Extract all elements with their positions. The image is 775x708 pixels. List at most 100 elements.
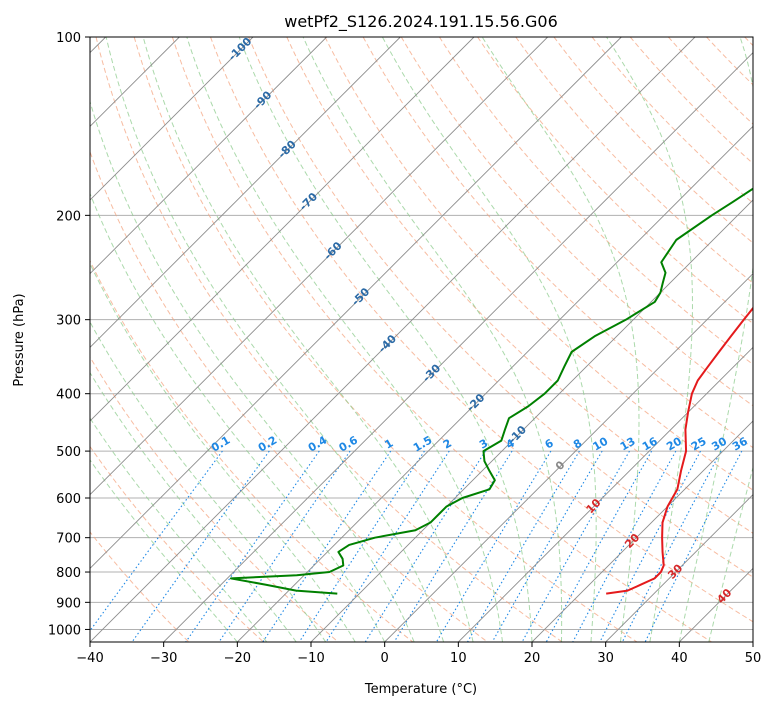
moist-adiabat xyxy=(481,37,640,642)
mixing-ratio-line xyxy=(262,450,392,642)
dry-adiabat xyxy=(286,37,753,534)
moist-adiabat xyxy=(90,320,327,642)
mixing-ratio-line xyxy=(185,450,320,642)
moist-adiabat xyxy=(90,192,386,642)
x-tick-label: −40 xyxy=(76,651,103,666)
mixing-ratio-line xyxy=(621,450,722,642)
moist-adiabat xyxy=(186,37,504,642)
mixing-ratio-line xyxy=(644,450,743,642)
y-tick-label: 700 xyxy=(56,532,81,547)
y-tick-label: 300 xyxy=(56,314,81,329)
isotherm-line xyxy=(458,346,753,642)
mixing-ratio-line xyxy=(491,450,603,642)
isotherm-label: -50 xyxy=(349,285,372,308)
dry-adiabat xyxy=(515,37,753,284)
isotherm-label: -60 xyxy=(321,239,344,262)
x-tick-label: 20 xyxy=(524,651,541,666)
mixing-ratio-line xyxy=(521,450,630,642)
pressure-gridlines xyxy=(90,37,753,630)
dry-adiabat xyxy=(324,37,753,491)
dry-adiabat xyxy=(90,150,488,642)
mixing-ratio-line xyxy=(90,450,223,632)
isotherm-line xyxy=(90,37,548,496)
mixing-ratio-label: 2 xyxy=(441,437,454,452)
moist-adiabat xyxy=(90,459,238,642)
isotherm-line xyxy=(237,125,753,642)
mixing-ratio-line xyxy=(467,450,580,642)
moist-adiabat xyxy=(90,417,268,642)
profile-series xyxy=(229,187,753,595)
y-tick-label: 100 xyxy=(56,31,81,46)
isotherm-label: 20 xyxy=(622,531,642,551)
moist-adiabat xyxy=(142,37,474,642)
mixing-ratio-line xyxy=(218,450,351,642)
isotherm-line xyxy=(310,199,753,642)
mixing-ratio-line xyxy=(131,450,270,642)
moist-adiabat xyxy=(90,99,415,642)
mixing-ratio-line xyxy=(599,450,702,642)
moist-adiabat xyxy=(105,37,445,642)
x-tick-label: 10 xyxy=(450,651,467,666)
dry-adiabats xyxy=(90,37,753,642)
dry-adiabat xyxy=(95,37,563,642)
isotherm-line xyxy=(384,273,753,642)
x-tick-label: 0 xyxy=(381,651,389,666)
isotherm-line xyxy=(90,37,696,642)
isotherm-label: 10 xyxy=(584,496,604,516)
x-tick-label: −10 xyxy=(297,651,324,666)
isotherm-label: -70 xyxy=(297,190,320,213)
mixing-ratio-line xyxy=(545,450,653,642)
dry-adiabat xyxy=(90,356,339,642)
dry-adiabat xyxy=(90,259,414,642)
x-axis: −40 −30 −20 −10 0 10 20 30 40 50 xyxy=(76,642,761,666)
moist-adiabat xyxy=(708,465,753,642)
isotherm-label: -100 xyxy=(226,35,255,64)
isotherm-label: -40 xyxy=(376,332,399,355)
mixing-ratio-lines xyxy=(90,450,743,642)
dry-adiabat xyxy=(477,37,753,325)
x-tick-label: 50 xyxy=(745,651,762,666)
isotherm-line xyxy=(163,52,753,642)
dry-adiabat xyxy=(171,37,712,642)
y-tick-label: 900 xyxy=(56,596,81,611)
isotherm-line xyxy=(605,494,753,642)
dry-adiabat xyxy=(90,531,190,642)
isotherm-label: -90 xyxy=(251,88,274,111)
isotherm-label: -80 xyxy=(276,138,299,161)
x-tick-label: −30 xyxy=(150,651,177,666)
moist-adiabat xyxy=(678,37,753,642)
isotherm-line xyxy=(90,37,475,422)
isotherm-label: -20 xyxy=(464,391,487,414)
isotherm-line xyxy=(752,641,753,642)
dry-adiabat xyxy=(90,445,264,642)
isotherm-line xyxy=(90,37,622,569)
mixing-ratio-line xyxy=(325,450,450,642)
isotherm-label: 0 xyxy=(553,458,568,473)
dry-adiabat xyxy=(362,37,753,449)
plot-frame xyxy=(89,36,754,643)
y-tick-label: 200 xyxy=(56,209,81,224)
isotherm-line xyxy=(90,37,254,201)
dry-adiabat xyxy=(248,37,753,578)
x-tick-label: −20 xyxy=(224,651,251,666)
y-tick-label: 1000 xyxy=(48,623,81,638)
x-tick-label: 30 xyxy=(597,651,614,666)
mixing-ratio-line xyxy=(572,450,677,642)
dewpoint-profile-line xyxy=(229,187,753,595)
x-axis-title: Temperature (°C) xyxy=(364,682,477,697)
moist-adiabat xyxy=(90,262,356,642)
dry-adiabat xyxy=(744,37,753,47)
isotherm-line xyxy=(90,37,401,348)
mixing-ratio-label: 6 xyxy=(543,436,556,451)
y-tick-label: 800 xyxy=(56,566,81,581)
isotherm-lines xyxy=(90,37,753,642)
plot-area: -100-90-80-70-60-50-40-30-20-10010203040… xyxy=(90,35,753,642)
y-tick-label: 500 xyxy=(56,445,81,460)
moist-adiabat xyxy=(381,37,597,642)
y-axis: 100 200 300 400 500 600 700 800 900 1000 xyxy=(48,31,90,638)
isotherm-line xyxy=(679,567,753,642)
dry-adiabat xyxy=(439,37,753,366)
isotherm-line xyxy=(90,37,327,275)
moist-adiabat xyxy=(302,37,563,642)
